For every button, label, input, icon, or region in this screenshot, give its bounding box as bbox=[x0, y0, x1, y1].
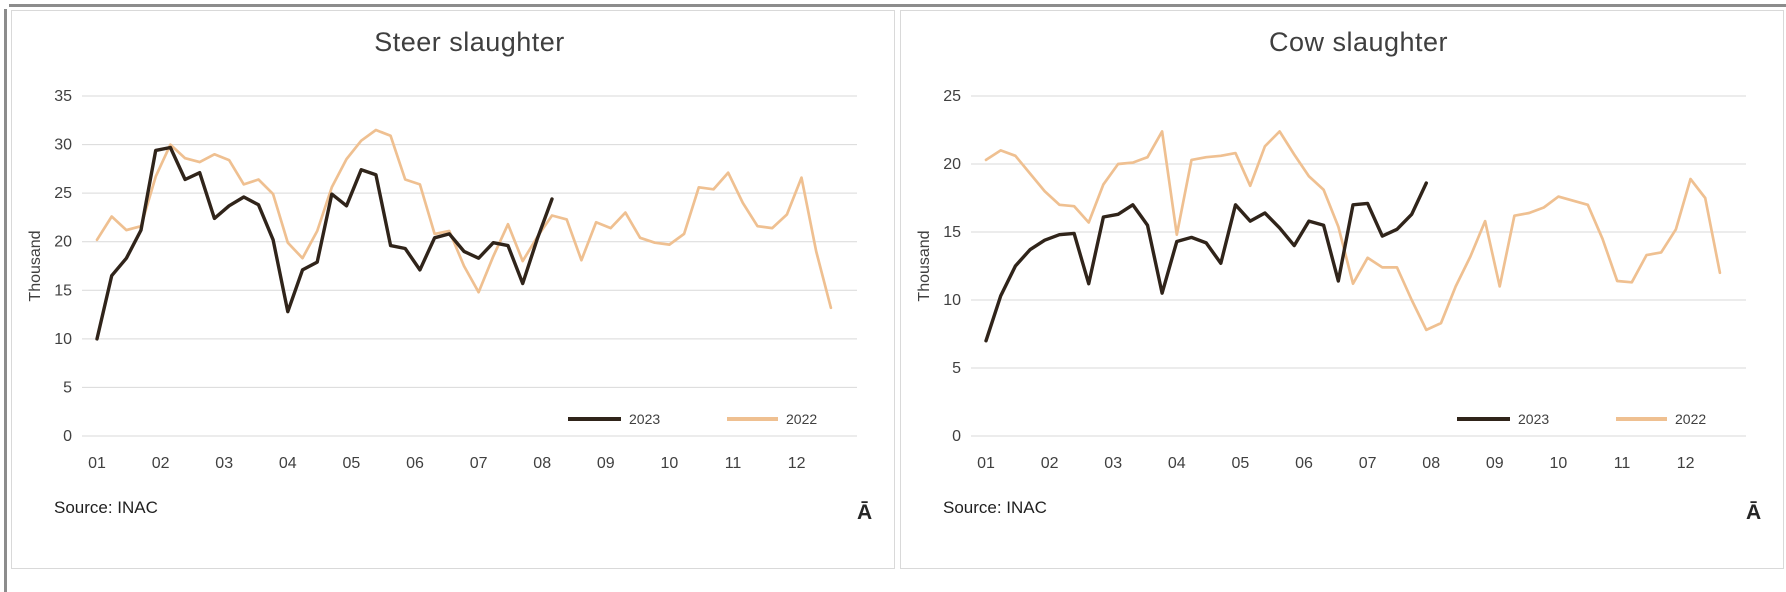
y-axis-tick-label: 20 bbox=[54, 234, 72, 251]
y-axis-tick-label: 35 bbox=[54, 88, 72, 105]
x-axis-tick-label: 04 bbox=[279, 455, 297, 472]
x-axis-tick-label: 10 bbox=[1550, 455, 1568, 472]
x-axis-tick-label: 08 bbox=[1422, 455, 1440, 472]
y-axis-tick-label: 5 bbox=[63, 379, 72, 396]
y-axis-tick-label: 0 bbox=[952, 428, 961, 445]
series-2023-line bbox=[95, 145, 554, 341]
y-axis-tick-label: 5 bbox=[952, 360, 961, 377]
steer-chart-panel: 0 5 10 15 20 25 30 35 01 02 03 04 05 06 07 08 09 10 11 12 Th… bbox=[11, 10, 895, 569]
legend-label-2023: 2023 bbox=[629, 411, 660, 427]
series-2023-line bbox=[984, 181, 1428, 343]
x-axis-tick-label: 09 bbox=[597, 455, 615, 472]
cow-chart-title: Cow slaughter bbox=[1268, 27, 1449, 57]
x-axis-tick-label: 05 bbox=[343, 455, 361, 472]
x-axis-tick-label: 04 bbox=[1168, 455, 1186, 472]
x-axis-tick-label: 05 bbox=[1232, 455, 1250, 472]
x-axis-tick-label: 11 bbox=[1614, 455, 1631, 472]
x-axis-tick-label: 07 bbox=[470, 455, 488, 472]
y-axis-tick-label: 15 bbox=[54, 282, 72, 299]
legend-label-2023: 2023 bbox=[1518, 411, 1549, 427]
y-axis-tick-label: 10 bbox=[54, 331, 72, 348]
y-axis-tick-label: 20 bbox=[943, 156, 961, 173]
x-axis-tick-label: 10 bbox=[661, 455, 679, 472]
source-note: Source: INAC bbox=[943, 498, 1047, 517]
cow-chart-panel: 0 5 10 15 20 25 01 02 03 04 05 06 07 08 09 10 11 12 Thousa… bbox=[900, 10, 1784, 569]
y-axis-title: Thousand bbox=[27, 230, 44, 301]
source-note: Source: INAC bbox=[54, 498, 158, 517]
outer-frame-top-line bbox=[9, 4, 1786, 7]
x-axis-tick-label: 06 bbox=[1295, 455, 1313, 472]
x-axis-tick-label: 11 bbox=[725, 455, 742, 472]
y-axis-tick-label: 25 bbox=[54, 185, 72, 202]
x-axis-tick-label: 01 bbox=[977, 455, 995, 472]
y-axis-tick-label: 25 bbox=[943, 88, 961, 105]
series-2022-line bbox=[984, 130, 1722, 332]
x-axis-tick-label: 12 bbox=[1677, 455, 1695, 472]
legend-label-2022: 2022 bbox=[786, 411, 817, 427]
steer-chart-title: Steer slaughter bbox=[374, 27, 565, 57]
x-axis-tick-label: 02 bbox=[152, 455, 170, 472]
x-axis-tick-label: 06 bbox=[406, 455, 424, 472]
y-axis-title: Thousand bbox=[916, 230, 933, 301]
x-axis-tick-label: 03 bbox=[215, 455, 233, 472]
x-axis-tick-label: 03 bbox=[1104, 455, 1122, 472]
x-axis-tick-label: 01 bbox=[88, 455, 106, 472]
y-axis-tick-label: 30 bbox=[54, 137, 72, 154]
legend-label-2022: 2022 bbox=[1675, 411, 1706, 427]
y-axis-tick-label: 10 bbox=[943, 292, 961, 309]
series-2022-line bbox=[95, 128, 833, 310]
x-axis-tick-label: 08 bbox=[533, 455, 551, 472]
corner-glyph: Ā bbox=[857, 501, 873, 524]
outer-frame-left-line bbox=[4, 9, 7, 592]
x-axis-tick-label: 02 bbox=[1041, 455, 1059, 472]
x-axis-tick-label: 09 bbox=[1486, 455, 1504, 472]
y-axis-tick-label: 15 bbox=[943, 224, 961, 241]
x-axis-tick-label: 12 bbox=[788, 455, 806, 472]
x-axis-tick-label: 07 bbox=[1359, 455, 1377, 472]
corner-glyph: Ā bbox=[1746, 501, 1762, 524]
y-axis-tick-label: 0 bbox=[63, 428, 72, 445]
